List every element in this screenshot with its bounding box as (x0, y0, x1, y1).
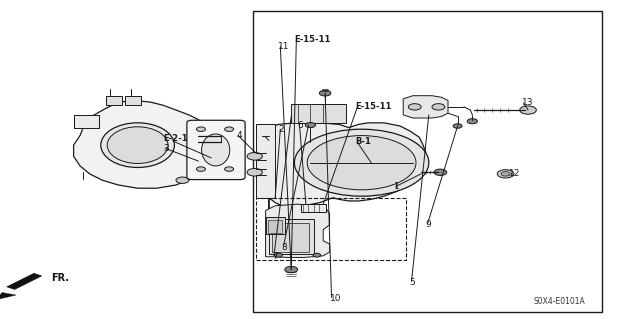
Circle shape (176, 177, 189, 183)
Polygon shape (7, 273, 42, 289)
Polygon shape (403, 96, 448, 118)
Bar (256, 198, 406, 260)
Bar (266, 217, 285, 234)
Circle shape (520, 106, 536, 114)
Text: 12: 12 (509, 169, 520, 178)
Text: 3: 3 (163, 144, 169, 153)
Circle shape (434, 169, 447, 175)
Bar (269, 219, 314, 254)
Circle shape (214, 136, 227, 142)
Text: 13: 13 (522, 98, 533, 107)
Bar (301, 204, 326, 212)
Circle shape (275, 253, 282, 257)
Text: 1: 1 (394, 182, 399, 191)
Circle shape (307, 136, 416, 190)
Ellipse shape (107, 127, 168, 163)
Text: 6: 6 (298, 121, 303, 130)
Bar (291, 104, 346, 123)
Bar (74, 115, 99, 128)
Text: 2: 2 (278, 125, 284, 134)
Circle shape (247, 152, 262, 160)
Bar (253, 11, 602, 312)
Circle shape (305, 122, 316, 128)
Bar (106, 96, 122, 105)
Circle shape (432, 104, 445, 110)
Text: 4: 4 (237, 131, 243, 140)
Text: E-15-11: E-15-11 (294, 35, 331, 44)
Text: 10: 10 (330, 294, 341, 303)
Text: B-1: B-1 (355, 137, 371, 146)
Text: E-15-11: E-15-11 (355, 102, 392, 111)
Text: 9: 9 (426, 220, 431, 229)
Circle shape (319, 90, 331, 96)
Text: 11: 11 (278, 42, 290, 51)
Circle shape (313, 253, 321, 257)
Polygon shape (74, 100, 205, 188)
Circle shape (501, 172, 510, 176)
Polygon shape (266, 123, 426, 226)
Text: FR.: FR. (51, 272, 69, 283)
Bar (272, 223, 309, 252)
Circle shape (497, 170, 514, 178)
Circle shape (408, 104, 421, 110)
Ellipse shape (202, 134, 230, 166)
Circle shape (196, 127, 205, 131)
Ellipse shape (100, 123, 174, 167)
Text: E-2-1: E-2-1 (163, 134, 188, 143)
Circle shape (225, 127, 234, 131)
Circle shape (225, 167, 234, 171)
Circle shape (196, 167, 205, 171)
Circle shape (294, 129, 429, 196)
Circle shape (247, 168, 262, 176)
Circle shape (453, 124, 462, 128)
Polygon shape (0, 293, 16, 300)
Text: S0X4-E0101A: S0X4-E0101A (534, 297, 586, 306)
FancyBboxPatch shape (187, 120, 245, 180)
Bar (268, 220, 282, 233)
Bar (125, 96, 141, 105)
Text: 7: 7 (272, 252, 278, 261)
Text: 8: 8 (282, 243, 287, 252)
Bar (256, 124, 275, 198)
Polygon shape (266, 204, 330, 257)
Circle shape (285, 266, 298, 273)
Circle shape (467, 119, 477, 124)
Text: 5: 5 (410, 278, 415, 287)
